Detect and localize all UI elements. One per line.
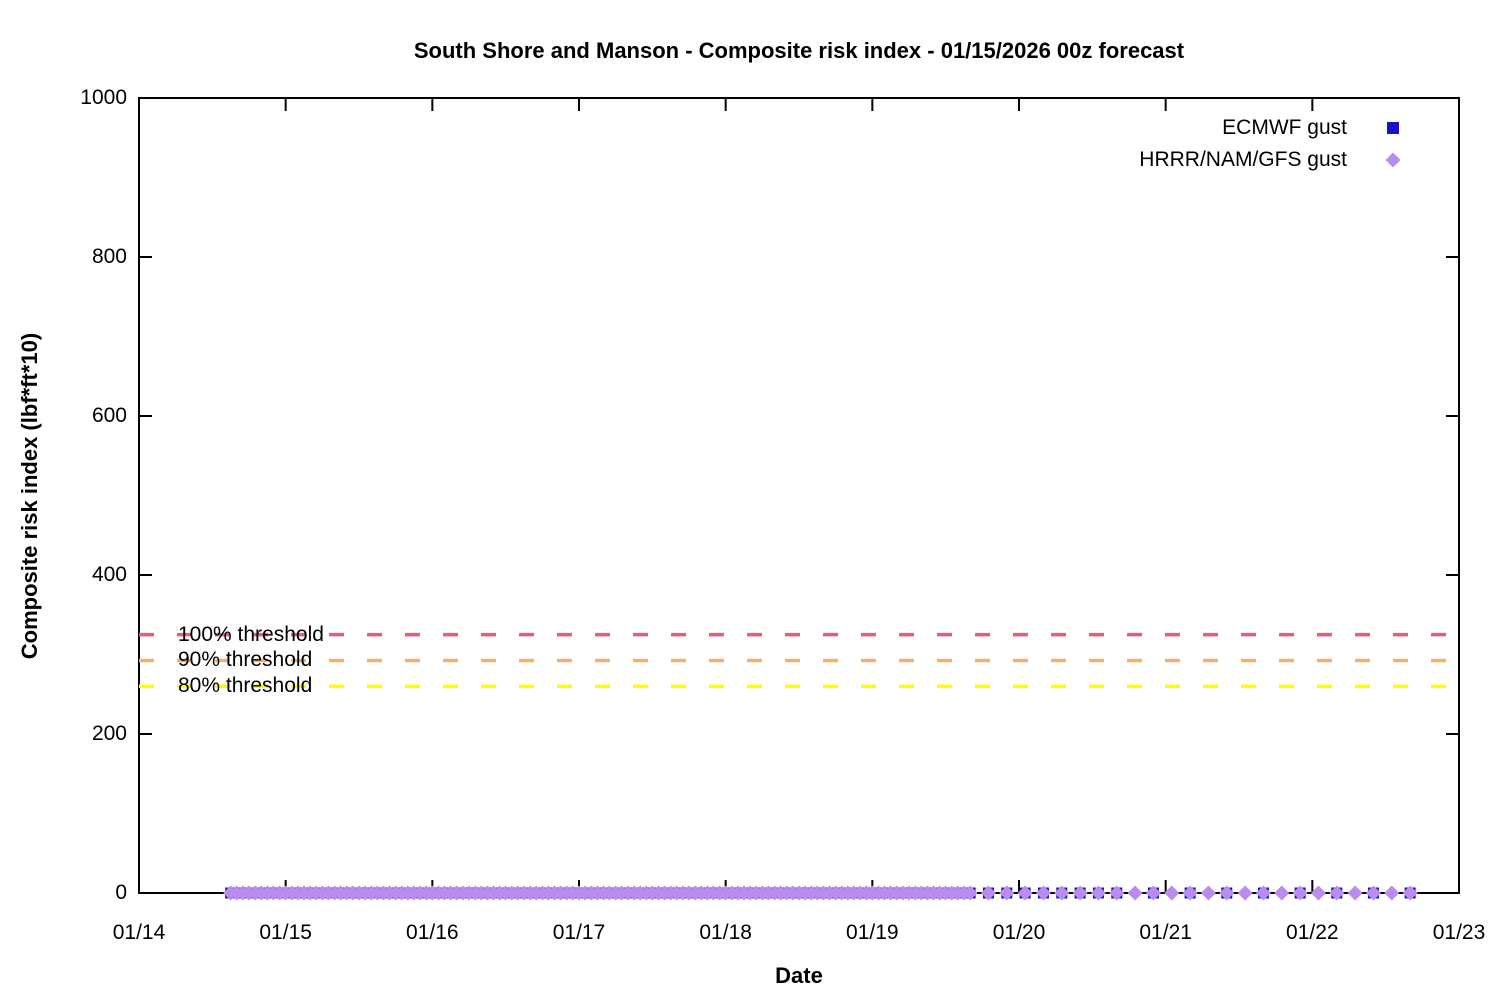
threshold-label-90: 90% threshold — [178, 648, 313, 672]
hrrr-nam-gfs-gust-point — [1054, 885, 1070, 901]
legend-label-hrrr-nam-gfs-gust: HRRR/NAM/GFS gust — [1139, 148, 1347, 171]
y-tick-label: 400 — [91, 563, 127, 586]
hrrr-nam-gfs-gust-point — [962, 885, 978, 901]
hrrr-nam-gfs-gust-point — [999, 885, 1015, 901]
x-tick-label: 01/23 — [1432, 921, 1486, 944]
chart-title: South Shore and Manson - Composite risk … — [413, 38, 1185, 63]
x-tick-label: 01/14 — [112, 921, 166, 944]
hrrr-nam-gfs-gust-point — [1145, 885, 1161, 901]
hrrr-nam-gfs-gust-point — [1182, 885, 1198, 901]
y-tick-label: 0 — [115, 881, 127, 904]
hrrr-nam-gfs-gust-point — [1035, 885, 1051, 901]
x-tick-label: 01/17 — [552, 921, 606, 944]
hrrr-nam-gfs-gust-point — [1200, 885, 1216, 901]
hrrr-nam-gfs-gust-point — [1127, 885, 1143, 901]
hrrr-nam-gfs-gust-point — [1329, 885, 1345, 901]
x-axis-title: Date — [775, 963, 823, 988]
hrrr-nam-gfs-gust-point — [1090, 885, 1106, 901]
plot-border — [138, 97, 1460, 894]
hrrr-nam-gfs-gust-point — [1109, 885, 1125, 901]
x-tick-label: 01/22 — [1286, 921, 1339, 944]
y-tick-label: 800 — [91, 245, 127, 268]
hrrr-nam-gfs-gust-point — [1072, 885, 1088, 901]
hrrr-nam-gfs-gust-point — [1274, 885, 1290, 901]
hrrr-nam-gfs-gust-point — [1219, 885, 1235, 901]
y-axis-title: Composite risk index (lbf*ft*10) — [17, 332, 42, 660]
x-tick-label: 01/15 — [259, 921, 312, 944]
hrrr-nam-gfs-gust-point — [1255, 885, 1271, 901]
y-tick-label: 1000 — [80, 86, 127, 109]
legend-label-ecmwf-gust: ECMWF gust — [1222, 116, 1347, 139]
hrrr-nam-gfs-gust-point — [1365, 885, 1381, 901]
x-tick-label: 01/18 — [699, 921, 752, 944]
hrrr-nam-gfs-gust-point — [980, 885, 996, 901]
hrrr-nam-gfs-gust-point — [1384, 885, 1400, 901]
y-tick-label: 200 — [91, 722, 127, 745]
threshold-label-80: 80% threshold — [178, 674, 313, 698]
hrrr-nam-gfs-gust-point — [1017, 885, 1033, 901]
hrrr-nam-gfs-gust-point — [1164, 885, 1180, 901]
threshold-label-100: 100% threshold — [178, 622, 324, 646]
legend-marker-diamond — [1385, 152, 1401, 168]
x-tick-label: 01/21 — [1139, 921, 1192, 944]
x-tick-label: 01/20 — [992, 921, 1046, 944]
hrrr-nam-gfs-gust-point — [1292, 885, 1308, 901]
y-tick-label: 600 — [91, 404, 127, 427]
hrrr-nam-gfs-gust-point — [1347, 885, 1363, 901]
x-tick-label: 01/16 — [406, 921, 459, 944]
hrrr-nam-gfs-gust-point — [1402, 885, 1418, 901]
x-tick-label: 01/19 — [846, 921, 899, 944]
hrrr-nam-gfs-gust-point — [1310, 885, 1326, 901]
legend-marker-square — [1387, 122, 1399, 134]
hrrr-nam-gfs-gust-point — [1237, 885, 1253, 901]
